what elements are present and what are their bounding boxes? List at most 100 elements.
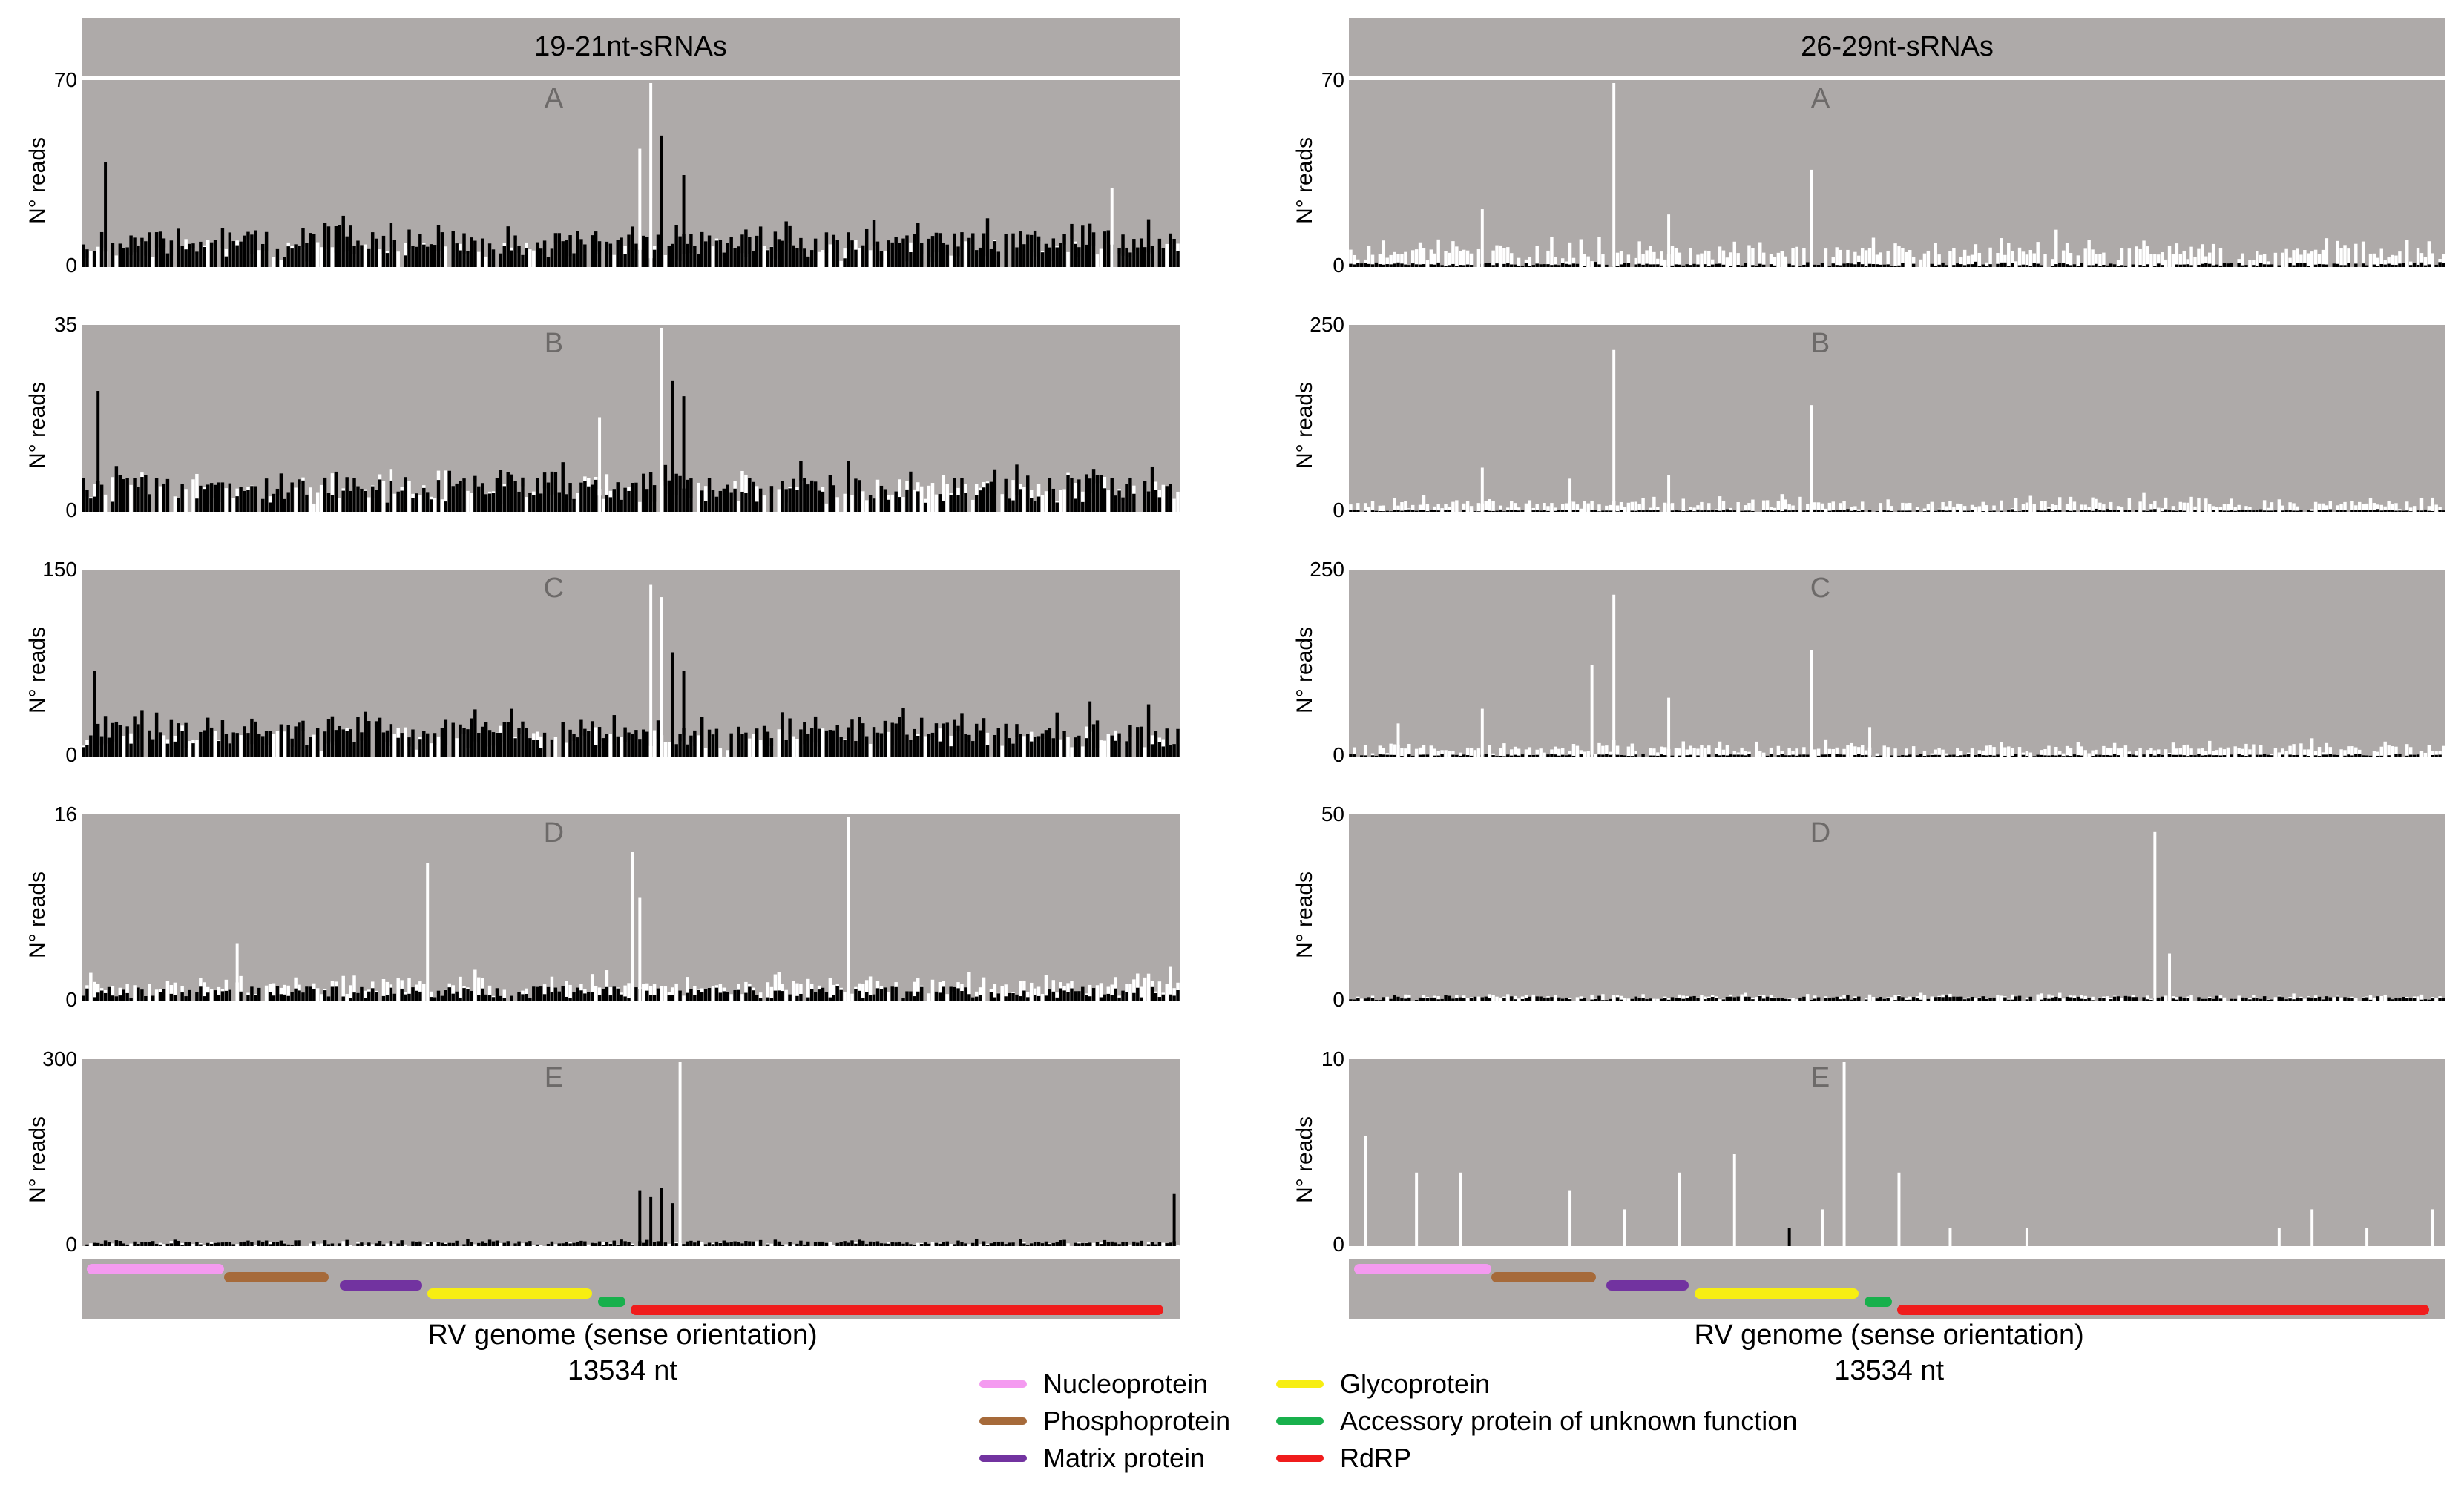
sense-read-bar bbox=[2423, 752, 2428, 757]
sense-read-bar bbox=[2017, 747, 2022, 757]
antisense-read-bar bbox=[1564, 997, 1568, 1001]
antisense-read-bar bbox=[1696, 264, 1700, 267]
sense-read-bar bbox=[407, 978, 411, 1001]
antisense-read-bar bbox=[418, 234, 422, 267]
sense-read-bar bbox=[2157, 507, 2161, 512]
antisense-read-bar bbox=[436, 1242, 441, 1246]
antisense-read-bar bbox=[323, 731, 327, 757]
antisense-read-bar bbox=[1601, 754, 1605, 757]
antisense-read-bar bbox=[1349, 999, 1353, 1001]
antisense-read-bar bbox=[436, 225, 441, 267]
antisense-read-bar bbox=[206, 717, 210, 757]
antisense-read-bar bbox=[623, 254, 627, 267]
antisense-read-bar bbox=[396, 1243, 400, 1246]
sense-read-bar bbox=[2127, 498, 2132, 512]
antisense-read-bar bbox=[1765, 996, 1770, 1001]
antisense-read-bar bbox=[2442, 510, 2445, 512]
sense-read-bar bbox=[1528, 500, 1532, 512]
antisense-read-bar bbox=[809, 480, 814, 512]
antisense-read-bar bbox=[1011, 1242, 1015, 1246]
antisense-read-bar bbox=[1510, 264, 1514, 267]
antisense-read-bar bbox=[1820, 263, 1824, 267]
antisense-read-bar bbox=[1026, 1245, 1030, 1246]
antisense-read-bar bbox=[1911, 263, 1916, 267]
antisense-read-bar bbox=[1890, 266, 1893, 267]
sense-read-bar bbox=[1776, 501, 1781, 512]
antisense-read-bar bbox=[2321, 510, 2325, 512]
antisense-read-bar bbox=[1510, 996, 1514, 1001]
antisense-read-bar bbox=[2296, 754, 2299, 757]
sense-read-bar bbox=[2028, 752, 2033, 757]
antisense-read-bar bbox=[942, 1241, 946, 1246]
sense-read-bar bbox=[1612, 83, 1616, 267]
antisense-read-bar bbox=[144, 996, 148, 1001]
antisense-read-bar bbox=[546, 257, 551, 267]
sense-read-bar bbox=[2171, 742, 2175, 757]
legend-label: RdRP bbox=[1340, 1443, 1412, 1473]
antisense-read-bar bbox=[480, 988, 484, 1001]
antisense-read-bar bbox=[1696, 755, 1700, 757]
antisense-read-bar bbox=[718, 992, 723, 1001]
antisense-read-bar bbox=[608, 995, 613, 1001]
antisense-read-bar bbox=[224, 990, 229, 1001]
antisense-read-bar bbox=[1520, 754, 1525, 757]
antisense-read-bar bbox=[631, 1245, 634, 1246]
antisense-read-bar bbox=[2405, 998, 2409, 1001]
legend-swatch bbox=[1276, 1417, 1324, 1425]
antisense-read-bar bbox=[451, 486, 455, 512]
antisense-read-bar bbox=[1609, 754, 1612, 757]
sense-read-bar bbox=[2248, 507, 2252, 512]
antisense-read-bar bbox=[583, 1241, 587, 1246]
sense-read-bar bbox=[213, 731, 217, 757]
antisense-read-bar bbox=[740, 234, 744, 267]
antisense-read-bar bbox=[2292, 999, 2296, 1001]
antisense-read-bar bbox=[2153, 266, 2157, 267]
antisense-read-bar bbox=[125, 478, 129, 512]
sense-read-bar bbox=[1678, 748, 1682, 757]
sense-read-bar bbox=[2058, 992, 2062, 1001]
sense-read-bar bbox=[2431, 497, 2434, 512]
sense-read-bar bbox=[125, 984, 129, 1001]
antisense-read-bar bbox=[338, 725, 342, 757]
antisense-read-bar bbox=[817, 1241, 821, 1246]
sense-read-bar bbox=[2398, 509, 2402, 512]
antisense-read-bar bbox=[1736, 265, 1740, 267]
antisense-read-bar bbox=[1543, 264, 1546, 267]
antisense-read-bar bbox=[1459, 265, 1462, 267]
sense-read-bar bbox=[1816, 748, 1821, 757]
sense-read-bar bbox=[1385, 257, 1389, 267]
sense-read-bar bbox=[1560, 504, 1565, 512]
antisense-read-bar bbox=[1363, 998, 1367, 1001]
antisense-read-bar bbox=[616, 736, 620, 757]
antisense-read-bar bbox=[996, 1242, 1001, 1246]
antisense-read-bar bbox=[462, 233, 466, 267]
antisense-read-bar bbox=[2007, 999, 2011, 1001]
antisense-read-bar bbox=[122, 989, 125, 1001]
antisense-read-bar bbox=[1908, 510, 1912, 512]
antisense-read-bar bbox=[1393, 510, 1396, 512]
antisense-read-bar bbox=[1029, 498, 1034, 512]
antisense-read-bar bbox=[2354, 263, 2358, 267]
antisense-read-bar bbox=[1922, 511, 1927, 512]
antisense-read-bar bbox=[689, 1240, 693, 1246]
antisense-read-bar bbox=[2262, 264, 2267, 267]
antisense-read-bar bbox=[2402, 263, 2405, 267]
antisense-read-bar bbox=[890, 986, 894, 1001]
sense-read-bar bbox=[649, 584, 653, 757]
antisense-read-bar bbox=[356, 240, 360, 267]
antisense-read-bar bbox=[1488, 263, 1491, 267]
antisense-read-bar bbox=[462, 988, 466, 1001]
antisense-read-bar bbox=[1150, 744, 1154, 757]
antisense-read-bar bbox=[158, 732, 162, 757]
antisense-read-bar bbox=[923, 1242, 927, 1246]
antisense-read-bar bbox=[927, 1243, 931, 1246]
antisense-read-bar bbox=[1966, 264, 1971, 267]
sense-read-bar bbox=[663, 742, 668, 757]
antisense-read-bar bbox=[480, 238, 484, 267]
sense-read-bar bbox=[1546, 250, 1550, 267]
antisense-read-bar bbox=[1008, 738, 1011, 757]
antisense-read-bar bbox=[89, 735, 93, 757]
sense-read-bar bbox=[1146, 1241, 1151, 1246]
antisense-read-bar bbox=[974, 250, 979, 267]
antisense-read-bar bbox=[2182, 510, 2186, 512]
